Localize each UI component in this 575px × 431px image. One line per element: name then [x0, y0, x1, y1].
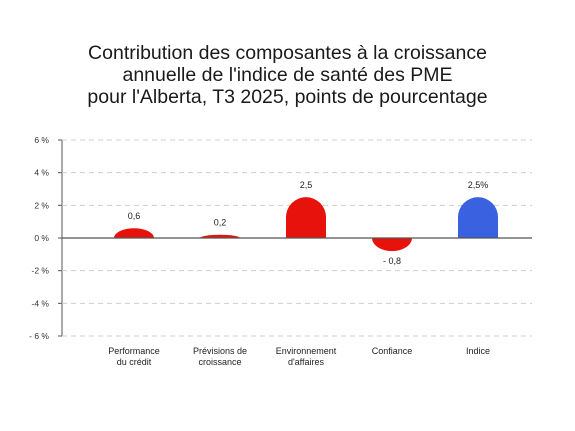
y-tick-label: -2 % [32, 266, 50, 276]
x-category-label: Performance [108, 346, 160, 356]
y-tick-label: -4 % [32, 298, 50, 308]
chart-title-line-2: annuelle de l'indice de santé des PME [122, 64, 453, 86]
y-tick-label: 6 % [34, 135, 49, 145]
chart-title-line-1: Contribution des composantes à la croiss… [88, 42, 487, 64]
data-label: 2,5% [468, 180, 489, 190]
x-category-label: du crédit [117, 357, 152, 367]
chart-title-line-3: pour l'Alberta, T3 2025, points de pourc… [87, 86, 488, 108]
bar [200, 234, 240, 238]
x-category-label: d'affaires [288, 357, 325, 367]
data-label: 0,6 [128, 211, 141, 221]
bar [286, 197, 326, 238]
data-label: - 0,8 [383, 256, 401, 266]
x-category-label: Prévisions de [193, 346, 247, 356]
bar [372, 238, 412, 252]
chart-title: Contribution des composantes à la croiss… [0, 42, 575, 108]
x-category-label: Confiance [372, 346, 413, 356]
x-category-label: Indice [466, 346, 490, 356]
x-category-label: croissance [198, 357, 241, 367]
y-tick-label: 4 % [34, 168, 49, 178]
y-tick-label: 0 % [34, 233, 49, 243]
y-tick-label: - 6 % [29, 331, 49, 341]
data-label: 0,2 [214, 218, 227, 228]
bar [458, 197, 498, 238]
x-category-label: Environnement [276, 346, 337, 356]
y-tick-label: 2 % [34, 200, 49, 210]
bar [114, 228, 154, 238]
data-label: 2,5 [300, 180, 313, 190]
